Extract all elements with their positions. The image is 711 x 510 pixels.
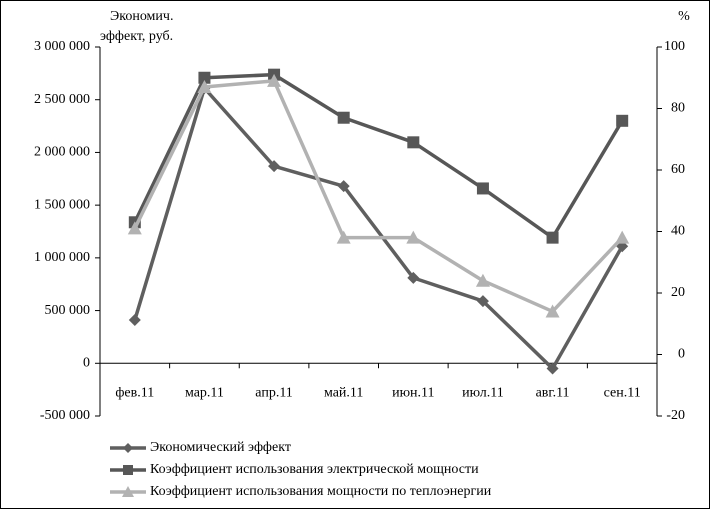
y2-tick-label: 20 [671,285,685,300]
y-tick-label: 2 000 000 [34,145,90,160]
x-tick-label: апр.11 [255,386,293,401]
marker [268,160,281,173]
y-tick-label: 2 500 000 [34,92,90,107]
marker [406,230,421,244]
marker [128,314,141,327]
legend-label: Коэффициент использования электрической … [150,462,479,477]
x-tick-label: май.11 [324,386,363,401]
y2-tick-label: -20 [666,408,685,423]
y2-tick-label: 0 [678,347,685,362]
y-axis-label: Экономич. [110,9,173,24]
legend-label: Коэффициент использования мощности по те… [150,484,492,499]
legend-marker [123,443,133,453]
x-tick-label: июл.11 [462,386,504,401]
marker [615,230,630,244]
legend-label: Экономический эффект [150,440,291,455]
x-tick-label: мар.11 [185,386,224,401]
series-line [133,86,624,371]
y-tick-label: 3 000 000 [34,39,90,54]
marker [616,114,629,127]
marker [546,362,559,375]
marker [127,221,142,235]
marker [476,295,489,308]
marker [476,182,489,195]
legend-marker [123,465,133,475]
marker [198,71,211,84]
x-tick-label: июн.11 [392,386,434,401]
y2-tick-label: 80 [671,101,685,116]
marker [407,271,420,284]
marker [407,136,420,149]
x-tick-label: сен.11 [604,386,641,401]
y-axis-label: эффект, руб. [100,29,173,44]
x-tick-label: фев.11 [115,386,154,401]
y-tick-label: 1 500 000 [34,197,90,212]
y2-tick-label: 40 [671,224,685,239]
legend-marker [122,486,134,497]
y-tick-label: 0 [83,356,90,371]
y-tick-label: -500 000 [40,408,90,423]
marker [337,180,350,193]
marker [545,304,560,318]
y2-tick-label: 100 [664,39,685,54]
series-line [133,79,624,314]
y2-tick-label: 60 [671,162,685,177]
y-tick-label: 500 000 [45,303,91,318]
marker [475,273,490,287]
x-tick-label: авг.11 [536,386,570,401]
marker [267,73,282,87]
series-line [133,72,624,240]
marker [337,111,350,124]
marker [546,231,559,244]
marker [197,79,212,93]
y2-axis-label: % [678,9,690,24]
y-tick-label: 1 000 000 [34,250,90,265]
marker [336,230,351,244]
